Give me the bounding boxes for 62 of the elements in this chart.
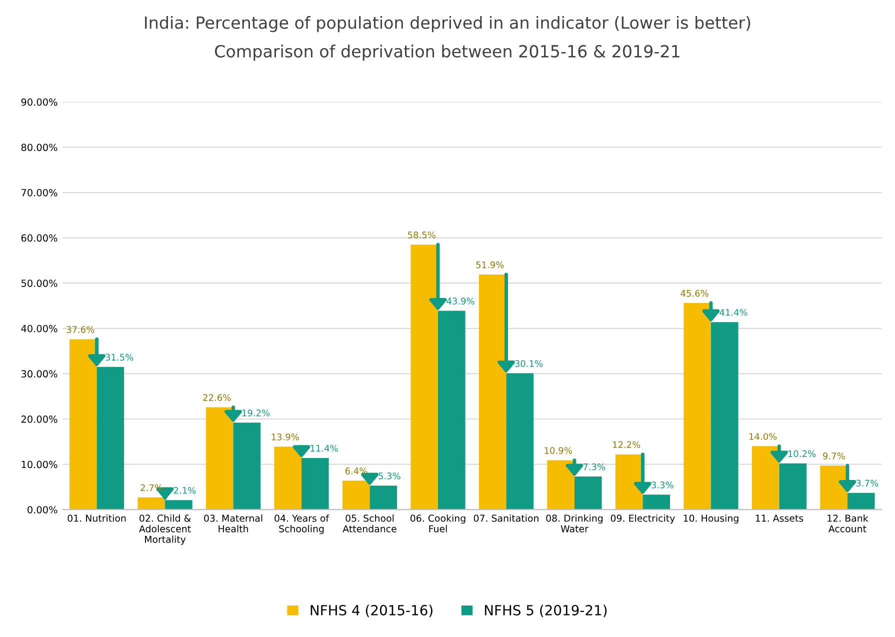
- data-label: 11.4%: [310, 444, 338, 452]
- data-label: 37.6%: [66, 326, 94, 333]
- data-label: 31.5%: [106, 354, 134, 361]
- data-label: 5.3%: [378, 472, 400, 480]
- bar: [820, 466, 848, 510]
- data-label: 45.6%: [680, 290, 708, 297]
- data-label: 10.9%: [544, 447, 572, 454]
- data-label: 43.9%: [446, 298, 474, 304]
- x-tick-label: 08. Drinking Water: [546, 514, 603, 532]
- x-tick-label: 11. Assets: [756, 514, 804, 522]
- x-tick-label: 07. Sanitation: [474, 514, 538, 522]
- bar: [69, 339, 97, 510]
- data-label: 2.1%: [174, 486, 196, 494]
- bar: [410, 244, 438, 510]
- x-tick-label: 05. School Attendance: [342, 514, 396, 532]
- y-tick-label: 90.00%: [21, 98, 58, 106]
- bar: [206, 407, 234, 510]
- x-tick-label: 03. Maternal Health: [204, 514, 262, 532]
- x-tick-label: 10. Housing: [684, 514, 738, 524]
- x-tick-label: 02. Child & Adolescent Mortality: [139, 514, 191, 545]
- bar: [684, 303, 711, 510]
- y-tick-label: 70.00%: [22, 188, 58, 196]
- bar: [615, 454, 643, 510]
- x-tick-label: 12. Bank Account: [828, 514, 868, 532]
- data-label: 58.5%: [408, 232, 436, 238]
- bar: [274, 446, 302, 510]
- data-label: 9.7%: [823, 452, 845, 460]
- bar: [547, 460, 574, 510]
- x-tick-label: 01. Nutrition: [68, 514, 126, 522]
- y-tick-label: 10.00%: [22, 460, 58, 468]
- bar: [478, 274, 506, 510]
- x-tick-label: 09. Electricity: [610, 514, 675, 524]
- y-tick-label: 40.00%: [21, 324, 58, 332]
- legend-label: NFHS 4 (2015-16): [310, 604, 432, 618]
- data-label: 7.3%: [583, 463, 606, 470]
- y-tick-label: 50.00%: [21, 280, 58, 287]
- data-label: 19.2%: [242, 410, 270, 416]
- data-label: 2.7%: [140, 484, 162, 492]
- y-tick-label: 0.00%: [28, 506, 58, 514]
- bar: [342, 480, 370, 510]
- x-tick-label: 04. Years of Schooling: [274, 514, 330, 534]
- data-label: 3.7%: [856, 480, 878, 487]
- data-label: 51.9%: [476, 261, 504, 268]
- y-tick-label: 30.00%: [21, 370, 58, 378]
- data-label: 13.9%: [272, 434, 299, 440]
- data-label: 22.6%: [203, 394, 231, 401]
- data-label: 14.0%: [749, 433, 777, 440]
- data-label: 30.1%: [515, 360, 543, 367]
- y-tick-label: 60.00%: [21, 234, 58, 242]
- data-label: 12.2%: [612, 441, 640, 448]
- data-label: 6.4%: [345, 468, 368, 474]
- data-label: 10.2%: [788, 450, 816, 458]
- bar: [138, 497, 166, 510]
- y-tick-label: 80.00%: [21, 144, 58, 152]
- bar: [752, 446, 780, 510]
- data-label: 41.4%: [720, 308, 748, 316]
- legend-label: NFHS 5 (2019-21): [484, 604, 607, 618]
- chart-subtitle: Comparison of deprivation between 2015-16 & 2019-21: [214, 44, 680, 61]
- x-tick-label: 06. Cooking Fuel: [410, 514, 466, 532]
- data-label: 3.3%: [652, 482, 674, 488]
- chart-title: India: Percentage of population deprived in an indicator (Lower is better): [145, 16, 750, 32]
- y-tick-label: 20.00%: [21, 415, 58, 423]
